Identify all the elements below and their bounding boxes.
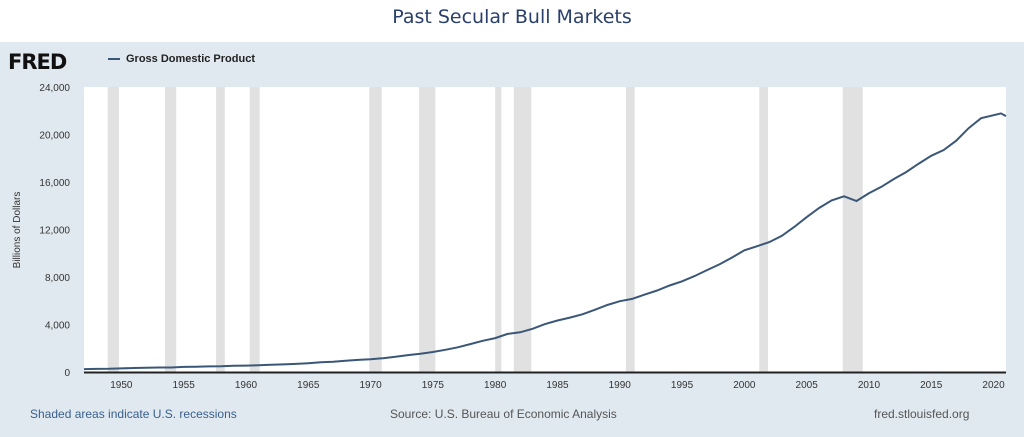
recession-band (513, 87, 532, 372)
site-link[interactable]: fred.stlouisfed.org (874, 407, 970, 421)
y-tick-label: 4,000 (45, 321, 70, 332)
legend: Gross Domestic Product (108, 53, 255, 65)
x-tick-label: 1995 (671, 380, 694, 391)
recession-band (495, 87, 502, 372)
recession-band (759, 87, 769, 372)
x-tick-label: 1980 (484, 380, 507, 391)
page-title: Past Secular Bull Markets (392, 6, 632, 28)
legend-swatch (108, 58, 120, 60)
x-tick-label: 1955 (173, 380, 196, 391)
x-tick-label: 1965 (297, 380, 320, 391)
x-tick-label: 1985 (546, 380, 569, 391)
x-tick-label: 1970 (359, 380, 382, 391)
recession-band (419, 87, 436, 372)
y-tick-label: 16,000 (39, 178, 70, 189)
x-tick-label: 2010 (858, 380, 881, 391)
x-tick-label: 1975 (422, 380, 445, 391)
x-tick-label: 2000 (733, 380, 756, 391)
recession-band (625, 87, 635, 372)
recession-band (107, 87, 119, 372)
y-axis-label: Billions of Dollars (12, 192, 23, 269)
x-tick-label: 1990 (609, 380, 632, 391)
y-tick-label: 12,000 (39, 226, 70, 237)
y-tick-label: 8,000 (45, 273, 70, 284)
y-tick-label: 20,000 (39, 131, 70, 142)
recession-band (369, 87, 382, 372)
x-tick-label: 1960 (235, 380, 258, 391)
x-tick-label: 1950 (110, 380, 133, 391)
x-tick-label: 2020 (982, 380, 1005, 391)
recession-band (842, 87, 863, 372)
recession-band (216, 87, 225, 372)
x-tick-label: 2005 (796, 380, 819, 391)
fred-logo[interactable]: FRED (8, 50, 67, 74)
source-note: Source: U.S. Bureau of Economic Analysis (390, 407, 617, 421)
series-line-gdp (83, 112, 1007, 371)
legend-label: Gross Domestic Product (126, 53, 255, 65)
y-tick-label: 24,000 (39, 83, 70, 94)
recession-note: Shaded areas indicate U.S. recessions (30, 407, 237, 421)
y-tick-label: 0 (64, 368, 70, 379)
x-tick-label: 2015 (920, 380, 943, 391)
recession-band (164, 87, 177, 372)
recession-band (249, 87, 260, 372)
